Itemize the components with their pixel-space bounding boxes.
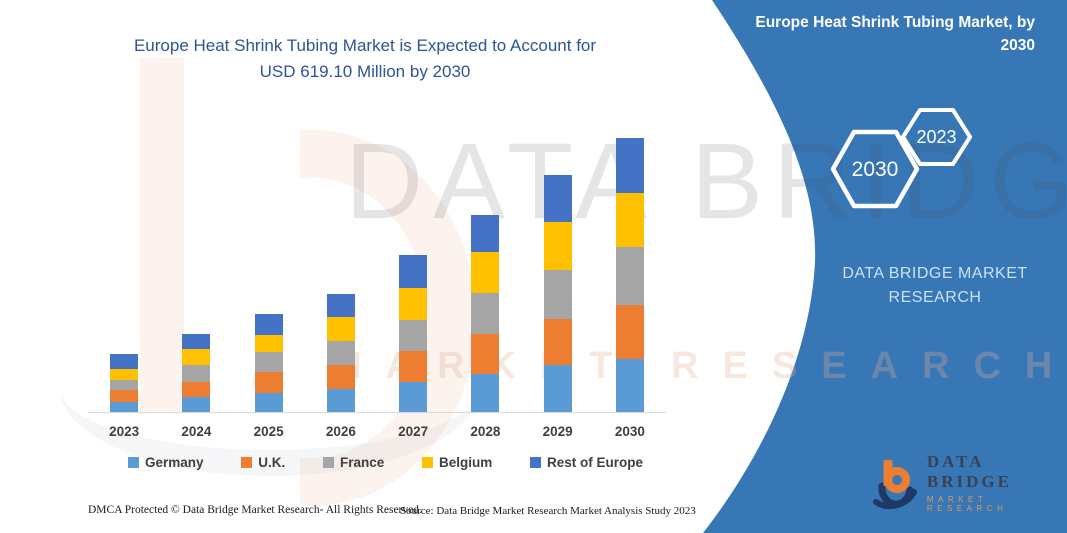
bar-segment-u-k-	[615, 304, 644, 359]
bar-2030	[615, 138, 644, 412]
bar-segment-france	[399, 319, 428, 351]
bar-segment-germany	[326, 388, 355, 412]
bar-segment-belgium	[615, 192, 644, 247]
bar-2027	[399, 255, 428, 412]
x-tick-2024: 2024	[181, 424, 212, 439]
bar-segment-u-k-	[254, 371, 283, 393]
legend-item-belgium: Belgium	[421, 455, 493, 470]
databridge-logo-icon	[873, 459, 917, 509]
bar-segment-germany	[543, 365, 572, 412]
legend-swatch	[421, 457, 433, 468]
legend-swatch	[529, 457, 541, 468]
legend-label: Belgium	[438, 455, 493, 470]
bar-segment-rest-of-europe	[471, 214, 500, 252]
watermark-brand-subtext: MARKET RESEARCH	[330, 345, 1067, 387]
hexagon-badges: 2030 2023	[830, 108, 972, 209]
bar-segment-germany	[615, 358, 644, 412]
bar-2025	[254, 313, 283, 412]
bar-2028	[471, 214, 500, 412]
bar-segment-belgium	[543, 222, 572, 271]
legend-label: Germany	[145, 455, 204, 470]
footer-source-text: Source: Data Bridge Market Research Mark…	[400, 505, 696, 517]
bar-segment-belgium	[254, 334, 283, 352]
bar-segment-u-k-	[543, 318, 572, 366]
legend-swatch	[128, 457, 139, 468]
bar-segment-u-k-	[399, 350, 428, 382]
bar-segment-germany	[182, 397, 211, 412]
legend-item-france: France	[322, 455, 385, 470]
bar-segment-belgium	[110, 368, 139, 380]
bar-segment-belgium	[326, 317, 355, 342]
bar-segment-germany	[399, 381, 428, 412]
bar-segment-france	[615, 246, 644, 305]
bar-segment-germany	[110, 401, 139, 412]
footer-dmca-text: DMCA Protected © Data Bridge Market Rese…	[88, 504, 422, 516]
panel-title: Europe Heat Shrink Tubing Market, by 203…	[755, 14, 1035, 54]
bar-segment-u-k-	[326, 365, 355, 389]
databridge-logo-text: DATA BRIDGE MARKET RESEARCH	[927, 452, 1067, 513]
hexagon-2023	[901, 108, 972, 166]
bar-segment-france	[543, 270, 572, 319]
legend-item-u-k-: U.K.	[241, 455, 285, 470]
x-axis-labels: 2023 2024 2025 2026 2027 2028 2029 2030	[88, 424, 666, 439]
blue-panel-path	[703, 0, 1067, 533]
bar-segment-rest-of-europe	[254, 313, 283, 335]
bar-segment-belgium	[182, 349, 211, 366]
bar-segment-rest-of-europe	[615, 138, 644, 193]
bar-segment-u-k-	[110, 390, 139, 402]
bar-segment-france	[254, 351, 283, 372]
bar-2023	[110, 353, 139, 412]
hexagon-2023-label: 2023	[916, 127, 956, 147]
hexagon-2030-label: 2030	[852, 158, 899, 181]
legend-swatch	[241, 457, 253, 468]
bar-segment-france	[326, 341, 355, 365]
bar-segment-u-k-	[182, 382, 211, 397]
chart-title-line2: USD 619.10 Million by 2030	[259, 62, 471, 81]
bar-segment-france	[110, 379, 139, 391]
x-tick-2029: 2029	[542, 424, 573, 439]
bar-2024	[182, 334, 211, 412]
bar-2029	[543, 174, 572, 412]
bar-segment-rest-of-europe	[326, 294, 355, 318]
chart-title: Europe Heat Shrink Tubing Market is Expe…	[90, 33, 640, 85]
x-tick-2028: 2028	[470, 424, 501, 439]
x-tick-2025: 2025	[253, 424, 284, 439]
panel-brand-text: DATA BRIDGE MARKET RESEARCH	[842, 265, 1028, 306]
bar-segment-belgium	[399, 288, 428, 320]
legend-swatch	[322, 457, 334, 468]
databridge-logo: DATA BRIDGE MARKET RESEARCH	[868, 452, 1067, 513]
bar-segment-belgium	[471, 251, 500, 293]
legend-label: Rest of Europe	[546, 455, 643, 470]
legend-item-rest-of-europe: Rest of Europe	[529, 455, 643, 470]
chart-legend: Germany U.K. France Belgium Rest of Europe	[128, 455, 643, 470]
x-axis-line	[88, 412, 666, 413]
logo-name: DATA BRIDGE	[926, 452, 1012, 491]
bar-segment-germany	[254, 392, 283, 412]
bar-segment-rest-of-europe	[182, 334, 211, 350]
bar-segment-france	[471, 292, 500, 334]
x-tick-2023: 2023	[109, 424, 140, 439]
bar-segment-germany	[471, 373, 500, 412]
bar-segment-rest-of-europe	[543, 174, 572, 223]
bar-segment-rest-of-europe	[399, 255, 428, 289]
plot-area	[88, 120, 666, 412]
x-tick-2030: 2030	[614, 424, 645, 439]
bar-segment-france	[182, 365, 211, 382]
legend-item-germany: Germany	[128, 455, 204, 470]
bar-segment-u-k-	[471, 333, 500, 374]
x-tick-2026: 2026	[325, 424, 356, 439]
bar-2026	[326, 294, 355, 412]
watermark-brand-text: DATA BRIDGE	[345, 120, 1067, 241]
x-tick-2027: 2027	[398, 424, 429, 439]
bar-segment-rest-of-europe	[110, 353, 139, 369]
hexagon-2030	[830, 129, 920, 209]
legend-label: France	[339, 455, 385, 470]
legend-label: U.K.	[258, 455, 286, 470]
chart-title-line1: Europe Heat Shrink Tubing Market is Expe…	[133, 36, 597, 55]
logo-subtitle: MARKET RESEARCH	[926, 495, 1008, 513]
